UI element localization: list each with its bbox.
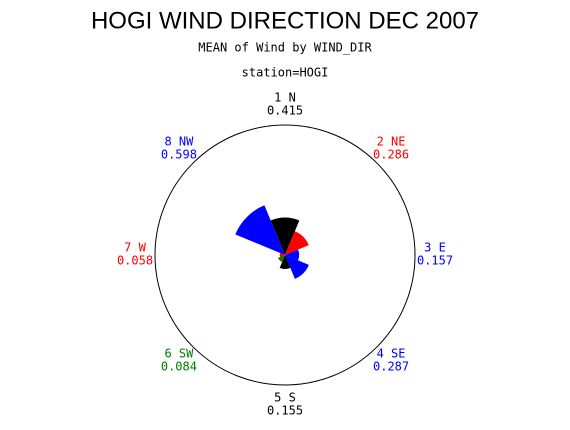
value-label: 0.058 — [117, 254, 153, 268]
direction-label: 1 N — [274, 91, 296, 105]
petal — [279, 253, 285, 257]
value-label: 0.415 — [267, 104, 303, 118]
station-label: station=HOGI — [242, 66, 329, 80]
direction-label: 7 W — [124, 241, 146, 255]
value-label: 0.084 — [161, 360, 197, 374]
petal — [270, 217, 300, 255]
value-label: 0.157 — [417, 254, 453, 268]
value-label: 0.155 — [267, 404, 303, 418]
chart-title: HOGI WIND DIRECTION DEC 2007 — [91, 7, 479, 34]
petal — [278, 255, 285, 262]
petal — [279, 255, 291, 269]
direction-label: 6 SW — [164, 347, 194, 361]
value-label: 0.286 — [373, 147, 409, 161]
direction-label: 4 SE — [377, 347, 406, 361]
petal — [285, 231, 309, 255]
direction-label: 5 S — [274, 391, 296, 405]
chart-subtitle: MEAN of Wind by WIND_DIR — [198, 41, 372, 55]
direction-label: 2 NE — [377, 134, 406, 148]
petal — [285, 255, 309, 279]
petal — [285, 249, 300, 261]
value-label: 0.287 — [373, 360, 409, 374]
direction-label: 3 E — [424, 241, 446, 255]
petal — [235, 205, 285, 255]
outer-circle — [154, 124, 416, 386]
value-label: 0.598 — [161, 147, 197, 161]
direction-label: 8 NW — [164, 134, 194, 148]
